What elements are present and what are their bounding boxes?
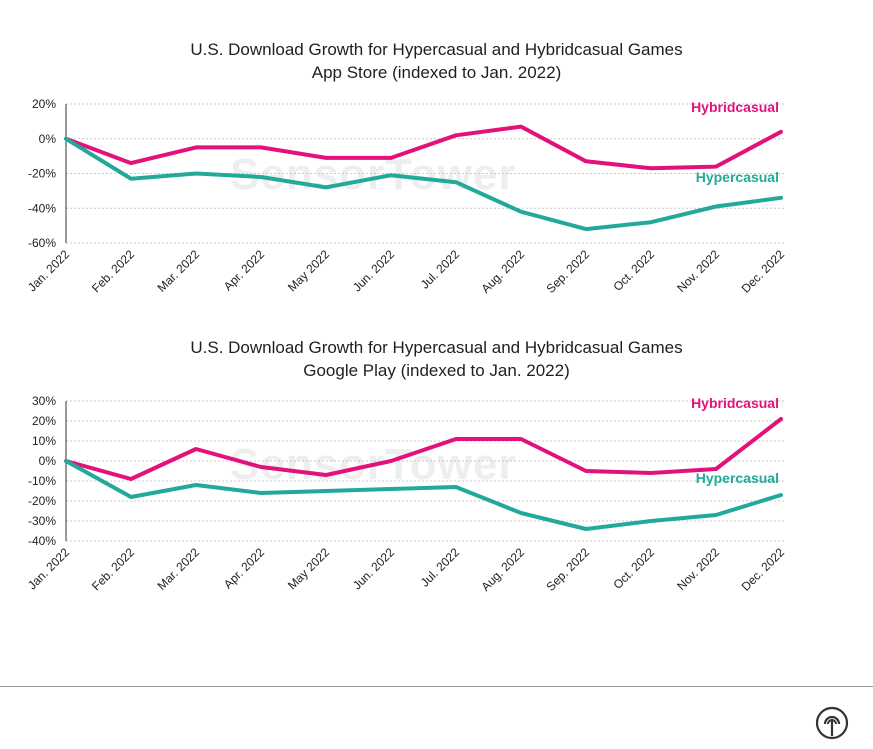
data-point-hypercasual <box>259 175 263 179</box>
data-point-hybridcasual <box>129 477 133 481</box>
data-point-hybridcasual <box>194 447 198 451</box>
chart-title-line-1: U.S. Download Growth for Hypercasual and… <box>190 338 683 357</box>
chart-title-line-2: Google Play (indexed to Jan. 2022) <box>303 361 570 380</box>
y-tick-label: -40% <box>28 201 56 215</box>
y-tick-label: -40% <box>28 534 56 548</box>
chart-title-line-1: U.S. Download Growth for Hypercasual and… <box>190 40 683 59</box>
series-label-hybridcasual: Hybridcasual <box>691 99 779 115</box>
series-line-hybridcasual <box>64 417 783 481</box>
series-label-hypercasual: Hypercasual <box>696 169 779 185</box>
data-point-hybridcasual <box>779 130 783 134</box>
x-tick-label: Mar. 2022 <box>154 545 202 593</box>
data-point-hybridcasual <box>324 473 328 477</box>
data-point-hybridcasual <box>649 166 653 170</box>
data-point-hypercasual <box>584 527 588 531</box>
data-point-hypercasual <box>389 173 393 177</box>
data-point-hybridcasual <box>584 159 588 163</box>
x-tick-label: Aug. 2022 <box>479 545 528 594</box>
data-point-hybridcasual <box>649 471 653 475</box>
data-point-hybridcasual <box>454 133 458 137</box>
data-point-hybridcasual <box>714 467 718 471</box>
y-tick-label: -30% <box>28 514 56 528</box>
series-line-hypercasual <box>64 459 783 531</box>
data-point-hypercasual <box>454 485 458 489</box>
data-point-hypercasual <box>129 495 133 499</box>
chart-title: U.S. Download Growth for Hypercasual and… <box>0 38 873 84</box>
data-point-hypercasual <box>519 511 523 515</box>
data-point-hypercasual <box>64 137 68 141</box>
x-tick-label: Feb. 2022 <box>89 545 137 593</box>
data-point-hypercasual <box>324 185 328 189</box>
data-point-hypercasual <box>259 491 263 495</box>
series-line-hypercasual <box>64 136 783 232</box>
data-point-hybridcasual <box>714 164 718 169</box>
data-point-hypercasual <box>519 210 523 214</box>
y-tick-label: -60% <box>28 236 56 250</box>
data-point-hybridcasual <box>519 437 523 441</box>
x-tick-label: May 2022 <box>285 545 332 592</box>
data-point-hybridcasual <box>259 145 263 150</box>
series-line-hybridcasual <box>64 124 783 171</box>
y-tick-label: -10% <box>28 474 56 488</box>
series-label-hypercasual: Hypercasual <box>696 470 779 486</box>
data-point-hypercasual <box>779 493 783 497</box>
x-tick-label: Jul. 2022 <box>418 545 463 590</box>
data-point-hypercasual <box>129 177 133 181</box>
app-store-line-chart: 20%0%-20%-40%-60%Jan. 2022 Feb. 2022 Mar. … <box>25 97 787 296</box>
x-tick-label: Dec. 2022 <box>739 545 788 594</box>
data-point-hypercasual <box>714 513 718 517</box>
data-point-hypercasual <box>454 180 458 184</box>
data-point-hybridcasual <box>454 437 458 441</box>
google-play-line-chart: 30% 20% 10% 0% -10% -20% -30% -40%Jan. 2022 Feb.… <box>25 394 788 594</box>
series-label-hybridcasual: Hybridcasual <box>691 395 779 411</box>
data-point-hypercasual <box>324 489 328 493</box>
data-point-hypercasual <box>194 483 198 487</box>
data-point-hybridcasual <box>519 124 523 129</box>
data-point-hypercasual <box>779 196 783 200</box>
data-point-hypercasual <box>194 171 198 176</box>
x-tick-label: Oct. 2022 <box>610 545 657 592</box>
data-point-hybridcasual <box>389 156 393 160</box>
y-tick-label: 0% <box>39 132 57 146</box>
x-tick-label: Nov. 2022 <box>674 545 722 593</box>
x-tick-label: Sep. 2022 <box>544 545 593 594</box>
y-tick-label: 10% <box>32 434 56 448</box>
data-point-hybridcasual <box>324 156 328 160</box>
footer-divider <box>0 686 873 687</box>
x-tick-label: Jan. 2022 <box>25 545 72 592</box>
x-tick-label: Jun. 2022 <box>350 545 397 592</box>
data-point-hybridcasual <box>259 465 263 469</box>
data-point-hypercasual <box>389 487 393 491</box>
sensor-tower-logo-icon <box>815 706 849 740</box>
data-point-hybridcasual <box>194 145 198 150</box>
data-point-hybridcasual <box>389 459 393 463</box>
data-point-hybridcasual <box>129 161 133 165</box>
data-point-hypercasual <box>714 204 718 209</box>
data-point-hypercasual <box>64 459 68 463</box>
chart-title-line-2: App Store (indexed to Jan. 2022) <box>311 63 562 82</box>
y-tick-label: 20% <box>32 97 56 111</box>
x-tick-label: Apr. 2022 <box>221 545 267 591</box>
chart-title: U.S. Download Growth for Hypercasual and… <box>0 336 873 382</box>
y-tick-label: 0% <box>39 454 57 468</box>
data-point-hypercasual <box>649 220 653 224</box>
data-point-hybridcasual <box>584 469 588 473</box>
data-point-hybridcasual <box>779 417 783 421</box>
y-tick-label: -20% <box>28 167 56 181</box>
data-point-hypercasual <box>584 227 588 231</box>
y-tick-label: 30% <box>32 394 56 408</box>
data-point-hypercasual <box>649 519 653 523</box>
y-tick-label: -20% <box>28 494 56 508</box>
y-tick-label: 20% <box>32 414 56 428</box>
